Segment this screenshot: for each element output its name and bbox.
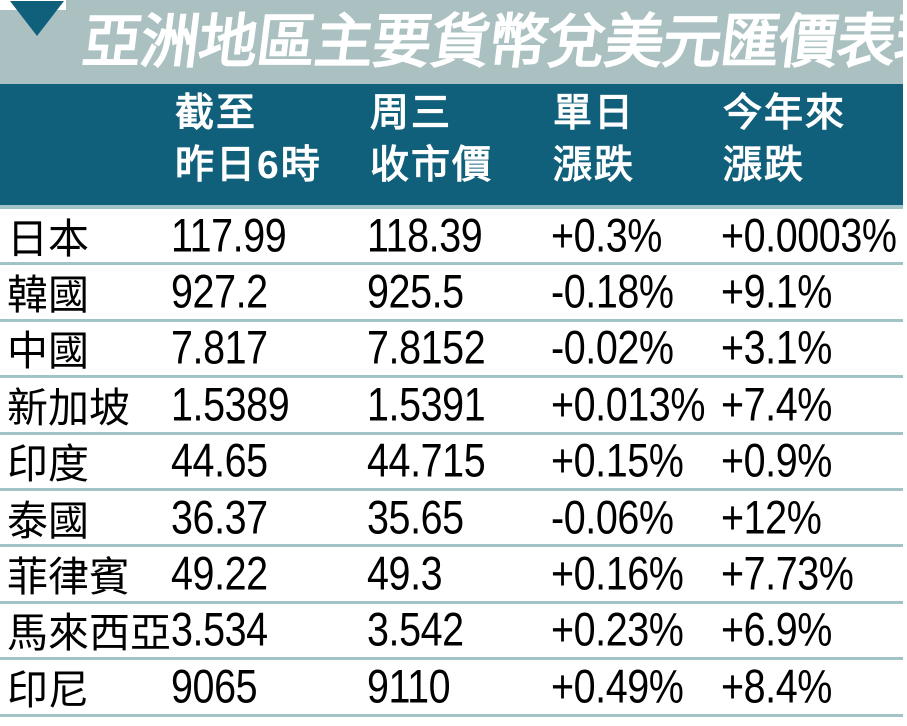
asof-cell: 36.37 [171, 490, 268, 544]
table-row: 印度 44.65 44.715 +0.15% +0.9% [0, 433, 903, 491]
col-header-close-line1: 周三 [370, 92, 453, 135]
asof-cell: 3.534 [171, 602, 268, 656]
table-row: 菲律賓 49.22 49.3 +0.16% +7.73% [0, 546, 903, 604]
table-row: 韓國 927.2 925.5 -0.18% +9.1% [0, 264, 903, 322]
region-cell: 印度 [7, 441, 89, 488]
table-body: 日本 117.99 118.39 +0.3% +0.0003% 韓國 927.2… [0, 208, 903, 717]
triangle-down-icon [10, 1, 64, 36]
col-header-close-line2: 收市價 [370, 144, 494, 187]
region-cell: 菲律賓 [7, 553, 130, 600]
asof-cell: 44.65 [171, 433, 268, 487]
daily-change-cell: -0.18% [551, 264, 674, 318]
close-cell: 44.715 [367, 433, 486, 487]
close-cell: 3.542 [367, 602, 464, 656]
table-row: 泰國 36.37 35.65 -0.06% +12% [0, 490, 903, 548]
table-row: 印尼 9065 9110 +0.49% +8.4% [0, 659, 903, 717]
table-row: 馬來西亞 3.534 3.542 +0.23% +6.9% [0, 602, 903, 661]
region-cell: 日本 [7, 215, 89, 262]
region-cell: 馬來西亞 [7, 610, 171, 657]
col-header-daily-line1: 單日 [553, 92, 636, 135]
col-header-asof-line2: 昨日6時 [175, 144, 322, 187]
ytd-change-cell: +6.9% [721, 602, 832, 656]
ytd-change-cell: +3.1% [721, 320, 832, 374]
close-cell: 9110 [367, 659, 451, 713]
asof-cell: 9065 [171, 659, 258, 713]
col-header-asof-line1: 截至 [175, 92, 258, 135]
region-cell: 泰國 [7, 497, 89, 544]
col-header-daily-line2: 漲跌 [553, 144, 636, 187]
ytd-change-cell: +0.9% [721, 433, 832, 487]
table-header-band: 截至 昨日6時 周三 收市價 單日 漲跌 今年來 漲跌 [0, 84, 903, 205]
region-cell: 印尼 [7, 666, 89, 713]
ytd-change-cell: +0.0003% [721, 208, 897, 262]
daily-change-cell: -0.02% [551, 320, 674, 374]
daily-change-cell: +0.23% [551, 602, 684, 656]
asof-cell: 49.22 [171, 546, 268, 600]
page-title: 亞洲地區主要貨幣兌美元匯價表現 [78, 9, 907, 75]
close-cell: 49.3 [367, 546, 443, 600]
daily-change-cell: +0.013% [551, 377, 706, 431]
ytd-change-cell: +7.4% [721, 377, 832, 431]
ytd-change-cell: +12% [721, 490, 822, 544]
close-cell: 118.39 [367, 208, 483, 262]
close-cell: 1.5391 [367, 377, 486, 431]
table-row: 中國 7.817 7.8152 -0.02% +3.1% [0, 320, 903, 379]
close-cell: 35.65 [367, 490, 464, 544]
daily-change-cell: -0.06% [551, 490, 674, 544]
table-row: 日本 117.99 118.39 +0.3% +0.0003% [0, 208, 903, 266]
close-cell: 925.5 [367, 264, 464, 318]
close-cell: 7.8152 [367, 320, 486, 374]
asof-cell: 1.5389 [171, 377, 290, 431]
table-row: 新加坡 1.5389 1.5391 +0.013% +7.4% [0, 377, 903, 435]
asof-cell: 117.99 [171, 208, 287, 262]
ytd-change-cell: +7.73% [721, 546, 854, 600]
asof-cell: 927.2 [171, 264, 268, 318]
region-cell: 新加坡 [7, 384, 130, 431]
daily-change-cell: +0.3% [551, 208, 662, 262]
region-cell: 中國 [7, 328, 89, 375]
col-header-ytd-line1: 今年來 [723, 92, 847, 135]
title-band: 亞洲地區主要貨幣兌美元匯價表現 [0, 0, 907, 84]
ytd-change-cell: +9.1% [721, 264, 832, 318]
region-cell: 韓國 [7, 271, 89, 318]
asof-cell: 7.817 [171, 320, 268, 374]
col-header-ytd-line2: 漲跌 [723, 144, 806, 187]
ytd-change-cell: +8.4% [721, 659, 832, 713]
header-separator-line [0, 205, 903, 209]
daily-change-cell: +0.16% [551, 546, 684, 600]
daily-change-cell: +0.15% [551, 433, 684, 487]
daily-change-cell: +0.49% [551, 659, 684, 713]
